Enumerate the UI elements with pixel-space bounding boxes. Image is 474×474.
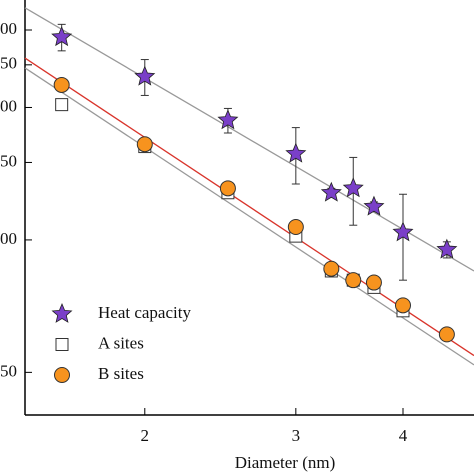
y-tick-label: 50: [0, 54, 17, 73]
fit-line: [24, 67, 474, 366]
legend-label: Heat capacity: [98, 303, 191, 322]
y-tick-label: 50: [0, 151, 17, 170]
square-marker: [55, 338, 69, 351]
circle-marker: [323, 260, 340, 277]
circle-marker: [365, 274, 382, 291]
star-marker: [285, 142, 307, 163]
star-marker: [392, 221, 414, 242]
x-tick-label: 3: [292, 426, 301, 445]
circle-marker: [136, 136, 153, 153]
y-tick-label: 00: [0, 96, 17, 115]
star-marker: [51, 302, 73, 323]
x-tick-label: 2: [141, 426, 150, 445]
star-marker: [51, 26, 73, 47]
star-marker: [342, 177, 364, 198]
circle-marker: [219, 180, 236, 197]
x-tick-label: 4: [399, 426, 408, 445]
circle-marker: [345, 272, 362, 289]
star-marker: [363, 195, 385, 216]
y-tick-label: 50: [0, 361, 17, 380]
circle-marker: [438, 326, 455, 343]
y-tick-label: 00: [0, 229, 17, 248]
star-marker: [320, 181, 342, 202]
circle-marker: [394, 297, 411, 314]
star-marker: [217, 109, 239, 130]
star-marker: [436, 238, 458, 259]
circle-marker: [54, 367, 70, 383]
square-marker: [55, 98, 69, 112]
legend-label: B sites: [98, 364, 144, 383]
circle-marker: [287, 218, 304, 235]
x-axis-label: Diameter (nm): [235, 453, 336, 472]
fit-line: [24, 7, 474, 272]
star-marker: [134, 65, 156, 86]
circle-marker: [53, 76, 70, 93]
legend-label: A sites: [98, 333, 144, 352]
y-tick-label: 00: [0, 19, 17, 38]
